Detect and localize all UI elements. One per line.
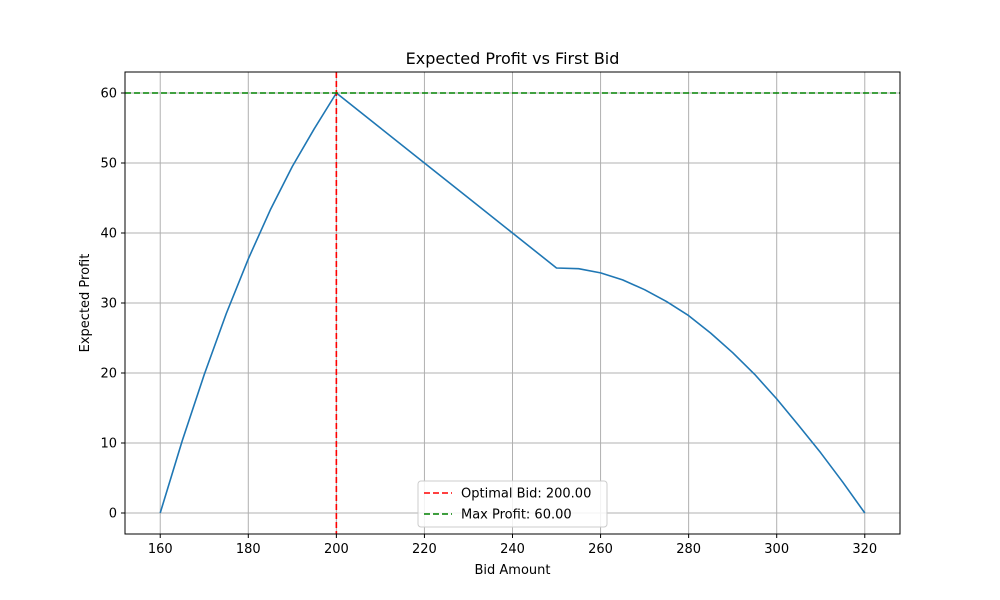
y-tick-label: 0 (109, 507, 117, 522)
y-tick-label: 20 (100, 367, 117, 382)
x-tick-label: 320 (852, 542, 877, 557)
x-tick-label: 160 (148, 542, 173, 557)
legend: Optimal Bid: 200.00 Max Profit: 60.00 (417, 480, 608, 528)
chart-title: Expected Profit vs First Bid (406, 49, 620, 68)
plot-area (125, 72, 900, 534)
x-tick-label: 280 (676, 542, 701, 557)
y-tick-label: 50 (100, 157, 117, 172)
x-tick-label: 260 (588, 542, 613, 557)
x-axis-label: Bid Amount (474, 563, 550, 578)
x-tick-label: 240 (500, 542, 525, 557)
legend-label: Max Profit: 60.00 (461, 508, 572, 523)
y-tick-label: 30 (100, 297, 117, 312)
x-tick-label: 300 (764, 542, 789, 557)
x-tick-label: 200 (324, 542, 349, 557)
legend-label: Optimal Bid: 200.00 (461, 487, 591, 502)
axis-ticks: 160 180 200 220 240 260 280 300 320 0 10 20 30 40 50 60 (100, 87, 877, 558)
y-tick-label: 10 (100, 437, 117, 452)
legend-box (417, 480, 608, 528)
x-tick-label: 220 (412, 542, 437, 557)
y-tick-label: 40 (100, 227, 117, 242)
y-axis-label: Expected Profit (78, 254, 93, 353)
y-tick-label: 60 (100, 87, 117, 102)
series-line (159, 92, 866, 514)
x-tick-label: 180 (236, 542, 261, 557)
